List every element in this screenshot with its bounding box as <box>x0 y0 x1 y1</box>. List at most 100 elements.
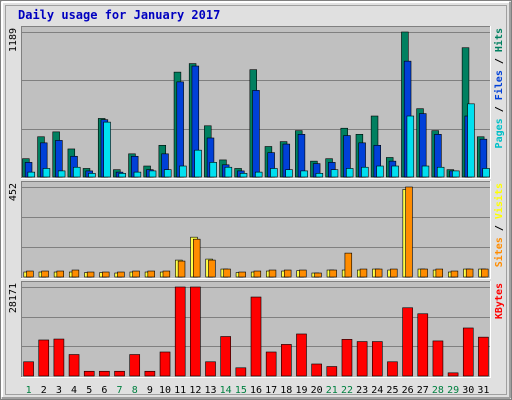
bar-sites-5 <box>86 271 95 278</box>
chart-panels: 1189 Pages / Files / Hits 452 Sites / Visit… <box>8 26 505 378</box>
bar-kbytes-10 <box>159 351 171 377</box>
bar-pages-20 <box>315 173 324 178</box>
bar-pages-3 <box>57 170 66 178</box>
legend-entry-0: Sites <box>493 237 505 267</box>
bar-sites-14 <box>223 268 231 278</box>
bar-pages-10 <box>164 169 172 178</box>
x-axis-labels: 1 2 3 4 5 6 7 8 9 10 11 12 13 14 15 16 17 18 19 20 21 22 23 24 2… <box>26 385 490 396</box>
x-tick-label: 14 <box>220 385 232 396</box>
bar-kbytes-4 <box>68 354 80 377</box>
bar-kbytes-2 <box>38 339 50 377</box>
bar-sites-4 <box>71 269 80 278</box>
x-tick-label: 5 <box>86 385 92 396</box>
bar-pages-8 <box>133 171 142 178</box>
bar-pages-15 <box>239 173 248 178</box>
bar-pages-23 <box>361 166 369 178</box>
x-tick-label: 30 <box>462 385 474 396</box>
bar-kbytes-14 <box>220 336 231 377</box>
bar-kbytes-27 <box>417 313 429 377</box>
x-tick-label: 1 <box>26 385 32 396</box>
x-tick-label: 28 <box>432 385 444 396</box>
bar-kbytes-7 <box>114 370 125 377</box>
x-tick-label: 3 <box>56 385 62 396</box>
x-tick-label: 20 <box>311 385 323 396</box>
legend-entry-2: Visits <box>493 183 505 219</box>
bar-pages-19 <box>300 170 308 178</box>
bar-kbytes-30 <box>462 327 474 377</box>
bar-sites-18 <box>283 269 292 278</box>
bar-kbytes-15 <box>235 367 247 377</box>
panel-max-label: 452 <box>8 183 19 201</box>
bar-sites-26 <box>405 186 413 278</box>
bar-kbytes-23 <box>356 341 368 377</box>
x-tick-label: 11 <box>174 385 186 396</box>
bar-kbytes-28 <box>432 340 444 377</box>
bar-sites-13 <box>208 259 216 278</box>
bar-pages-13 <box>209 162 217 178</box>
bar-pages-2 <box>42 168 51 178</box>
x-tick-label: 9 <box>147 385 153 396</box>
x-tick-label: 13 <box>204 385 216 396</box>
bar-sites-30 <box>465 268 474 278</box>
x-tick-label: 23 <box>356 385 368 396</box>
bar-kbytes-16 <box>250 296 262 377</box>
bar-kbytes-13 <box>205 361 216 377</box>
x-tick-label: 29 <box>447 385 459 396</box>
bar-pages-26 <box>406 115 415 178</box>
panel-background <box>21 181 491 279</box>
legend-entry-0: Pages <box>494 118 505 148</box>
x-tick-label: 25 <box>386 385 398 396</box>
bar-sites-15 <box>238 271 246 278</box>
bar-kbytes-21 <box>326 366 338 377</box>
legend-entry-1: / <box>494 219 505 237</box>
bar-sites-7 <box>117 271 125 278</box>
x-tick-label: 8 <box>132 385 138 396</box>
bar-sites-16 <box>253 270 262 278</box>
bar-kbytes-3 <box>53 338 65 377</box>
bar-kbytes-12 <box>190 286 201 377</box>
x-tick-label: 4 <box>71 385 77 396</box>
bar-sites-8 <box>132 270 140 278</box>
bar-sites-29 <box>450 270 459 278</box>
panel-legend: KBytes <box>494 283 505 319</box>
bar-pages-27 <box>421 165 430 178</box>
bar-pages-7 <box>118 173 126 178</box>
bar-sites-1 <box>26 270 34 278</box>
bar-kbytes-20 <box>311 363 322 377</box>
panel-legend: Sites / Visits <box>493 183 505 267</box>
bar-pages-1 <box>27 171 36 178</box>
x-tick-label: 16 <box>250 385 262 396</box>
bar-pages-21 <box>330 169 339 178</box>
bar-sites-10 <box>162 270 171 278</box>
bar-sites-24 <box>374 268 383 278</box>
legend-entry-0: KBytes <box>494 283 505 319</box>
x-tick-label: 26 <box>402 385 414 396</box>
bar-sites-6 <box>102 271 110 278</box>
x-tick-label: 18 <box>280 385 292 396</box>
legend-entry-2: Files <box>493 70 505 100</box>
x-tick-label: 19 <box>295 385 307 396</box>
bar-kbytes-31 <box>478 336 489 377</box>
x-tick-label: 27 <box>417 385 429 396</box>
bar-sites-31 <box>481 268 489 278</box>
bar-pages-18 <box>285 169 293 178</box>
x-tick-label: 24 <box>371 385 383 396</box>
bar-sites-22 <box>344 252 353 278</box>
bar-kbytes-8 <box>129 354 141 377</box>
bar-sites-11 <box>177 260 186 278</box>
x-tick-label: 2 <box>41 385 47 396</box>
bar-sites-25 <box>390 268 398 278</box>
panel-max-label: 28171 <box>8 283 19 313</box>
bar-sites-2 <box>41 270 49 278</box>
panel-max-label: 1189 <box>8 28 19 52</box>
bar-pages-22 <box>345 168 354 178</box>
panel-requests: 1189 Pages / Files / Hits <box>8 26 505 179</box>
bar-sites-27 <box>420 268 428 278</box>
bar-pages-29 <box>452 170 460 178</box>
bar-pages-25 <box>391 165 399 178</box>
bar-pages-12 <box>194 149 202 178</box>
bar-kbytes-22 <box>341 339 353 377</box>
bar-pages-4 <box>73 166 81 178</box>
